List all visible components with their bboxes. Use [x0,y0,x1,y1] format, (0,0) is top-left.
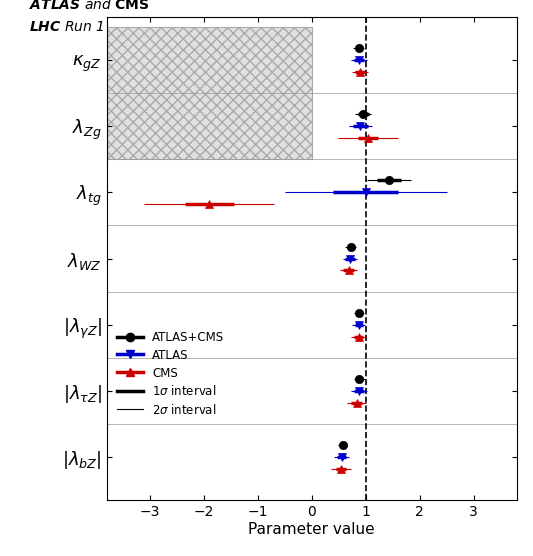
Bar [107,27,312,159]
Legend: ATLAS+CMS, ATLAS, CMS, 1$\sigma$ interval, 2$\sigma$ interval: ATLAS+CMS, ATLAS, CMS, 1$\sigma$ interva… [117,331,224,417]
Text: $\bfit{ATLAS}$ and $\mathbf{CMS}$: $\bfit{ATLAS}$ and $\mathbf{CMS}$ [29,0,149,12]
Text: $\bfit{LHC}$ Run 1: $\bfit{LHC}$ Run 1 [29,19,104,33]
X-axis label: Parameter value: Parameter value [248,522,375,537]
Bar [107,27,312,159]
